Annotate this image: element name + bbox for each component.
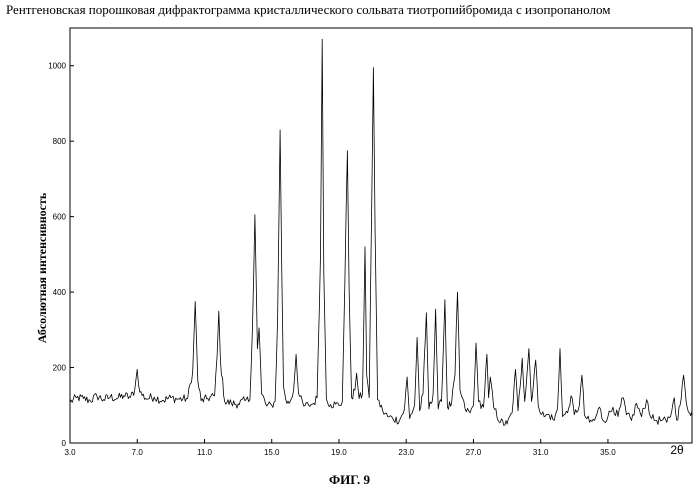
y-tick-label: 800 (53, 137, 67, 146)
y-tick-label: 400 (53, 288, 67, 297)
y-tick-label: 0 (62, 439, 67, 448)
page-title: Рентгеновская порошковая дифрактограмма … (6, 2, 611, 17)
y-tick-label: 200 (53, 364, 67, 373)
plot-frame (69, 27, 693, 444)
x-tick-label: 31.0 (533, 448, 549, 457)
x-axis-unit: 2θ (670, 443, 684, 457)
y-tick-label: 600 (53, 213, 67, 222)
diffraction-line (69, 38, 693, 426)
x-tick-label: 27.0 (466, 448, 482, 457)
figure-caption: ФИГ. 9 (328, 472, 371, 487)
x-tick-label: 15.0 (264, 448, 280, 457)
axis-layer: 0 200 400 600 800 1000 3.0 7.0 11.0 15.0 19.0 23.0 2… (48, 62, 616, 457)
x-tick-label: 23.0 (398, 448, 414, 457)
x-tick-label: 7.0 (132, 448, 144, 457)
x-tick-label: 3.0 (64, 448, 76, 457)
series-layer (69, 38, 693, 426)
y-tick-label: 1000 (48, 62, 66, 71)
x-tick-label: 19.0 (331, 448, 347, 457)
y-axis-title: Абсолютная интенсивность (35, 192, 49, 343)
x-tick-label: 35.0 (600, 448, 616, 457)
x-tick-label: 11.0 (197, 448, 213, 457)
